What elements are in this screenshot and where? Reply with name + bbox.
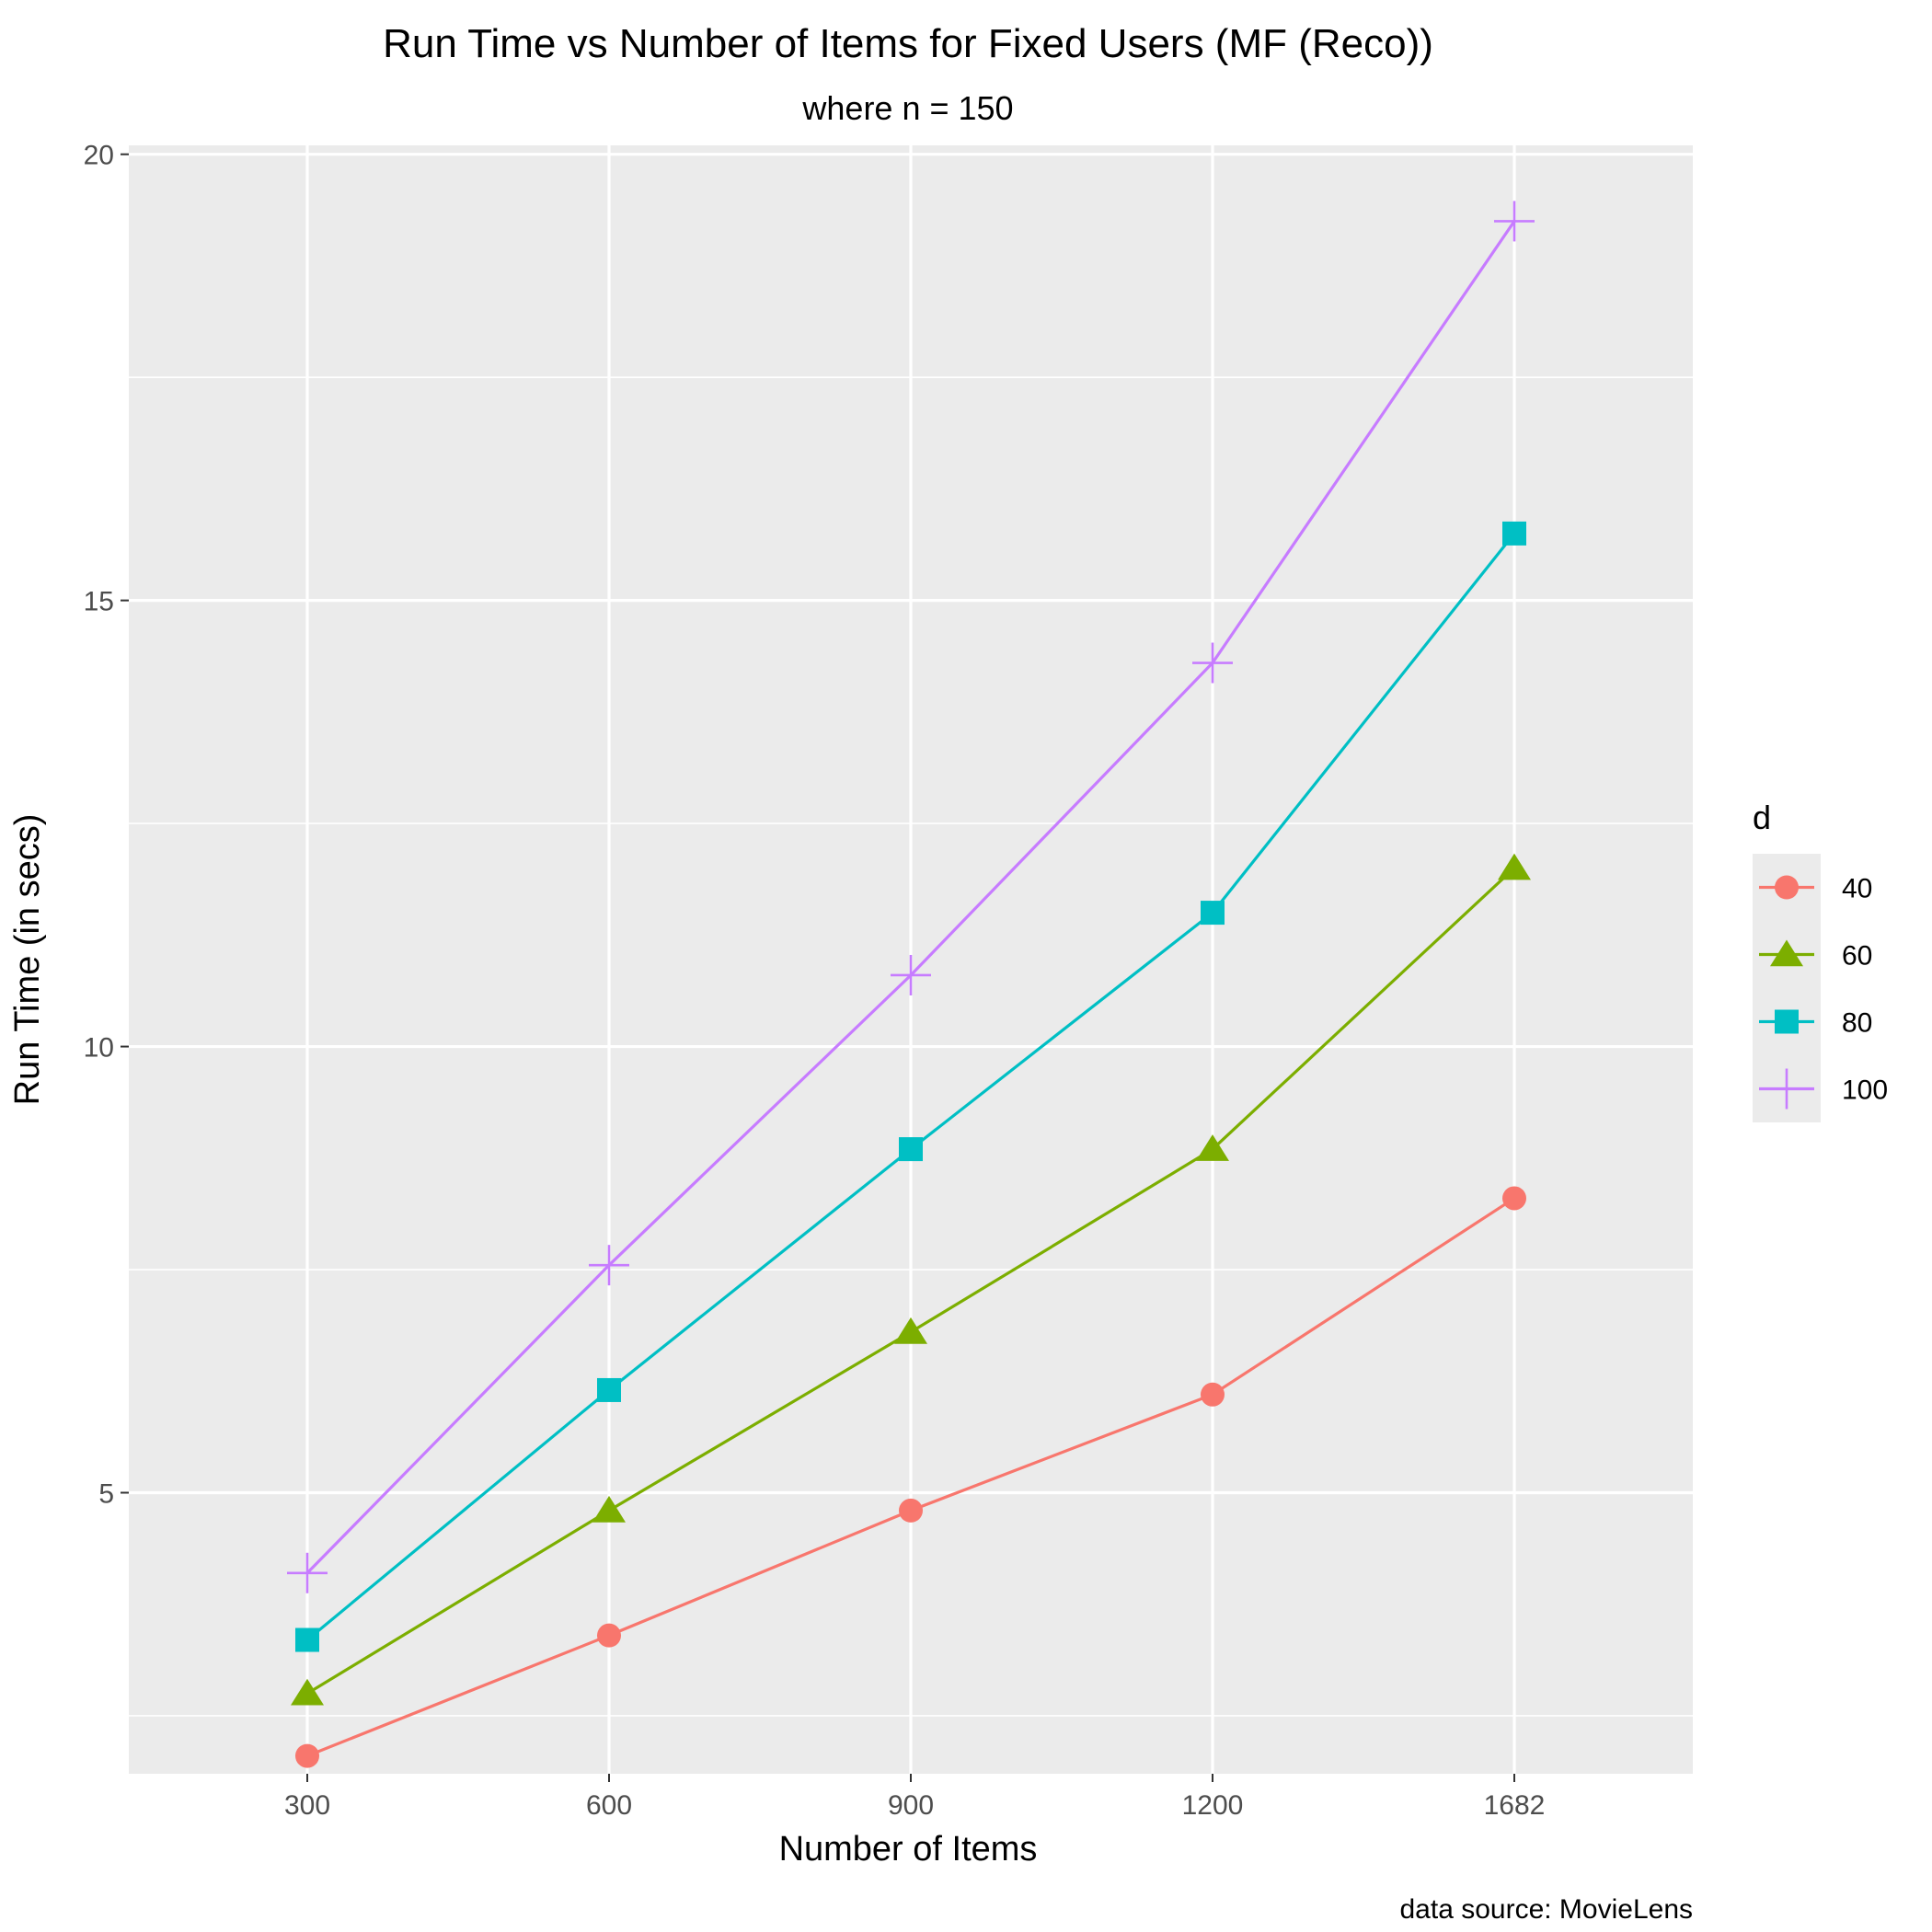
- y-tick-label: 20: [84, 141, 114, 171]
- legend-key-marker: [1775, 1009, 1799, 1034]
- x-tick-label: 300: [284, 1790, 330, 1821]
- data-point-40: [597, 1623, 621, 1648]
- data-point-100: [1494, 201, 1535, 242]
- legend: d 40 60 80 100: [1753, 799, 1888, 1122]
- data-point-80: [1201, 901, 1225, 926]
- series-60: [291, 853, 1531, 1706]
- legend-label: 80: [1842, 1008, 1872, 1039]
- y-tick-label: 5: [98, 1478, 114, 1509]
- x-tick-label: 1682: [1484, 1790, 1546, 1821]
- y-axis-title: Run Time (in secs): [8, 814, 47, 1106]
- legend-items: 40 60 80 100: [1759, 874, 1888, 1110]
- data-point-40: [1502, 1186, 1526, 1211]
- x-tick-label: 600: [586, 1790, 632, 1821]
- legend-label: 100: [1842, 1075, 1888, 1106]
- x-axis-title: Number of Items: [779, 1830, 1038, 1869]
- data-point-60: [1498, 853, 1531, 880]
- caption: data source: MovieLens: [1399, 1894, 1693, 1925]
- chart-title: Run Time vs Number of Items for Fixed Us…: [383, 21, 1433, 66]
- legend-key-marker: [1770, 939, 1803, 967]
- series-100: [287, 201, 1535, 1593]
- data-point-80: [295, 1627, 319, 1652]
- legend-item-40: 40: [1759, 874, 1872, 904]
- legend-label: 40: [1842, 874, 1872, 904]
- series-40: [295, 1186, 1526, 1768]
- data-point-80: [597, 1377, 621, 1402]
- legend-title: d: [1753, 799, 1771, 836]
- legend-item-60: 60: [1759, 939, 1872, 972]
- data-series: [287, 201, 1535, 1768]
- chart-subtitle: where n = 150: [801, 89, 1013, 127]
- data-point-40: [1201, 1382, 1225, 1407]
- series-80: [295, 521, 1526, 1652]
- data-point-40: [295, 1743, 319, 1768]
- x-tick-label: 1200: [1182, 1790, 1244, 1821]
- legend-label: 60: [1842, 941, 1872, 972]
- data-point-60: [291, 1678, 324, 1706]
- data-point-100: [891, 954, 931, 995]
- data-point-40: [899, 1498, 923, 1523]
- data-point-60: [592, 1495, 626, 1523]
- data-point-60: [1196, 1134, 1229, 1161]
- legend-item-100: 100: [1759, 1068, 1888, 1110]
- axes: 5 10 15 20 300 600 900 1200 1682: [84, 141, 1546, 1821]
- data-point-100: [1192, 642, 1233, 684]
- data-point-100: [287, 1552, 328, 1593]
- y-tick-label: 15: [84, 587, 114, 617]
- legend-key-marker: [1775, 875, 1799, 900]
- data-point-80: [899, 1137, 923, 1162]
- legend-key-marker: [1766, 1068, 1807, 1110]
- data-point-100: [589, 1245, 629, 1286]
- x-tick-label: 900: [888, 1790, 934, 1821]
- y-tick-label: 10: [84, 1033, 114, 1064]
- data-point-80: [1502, 521, 1526, 546]
- data-point-60: [894, 1317, 927, 1344]
- legend-item-80: 80: [1759, 1008, 1872, 1039]
